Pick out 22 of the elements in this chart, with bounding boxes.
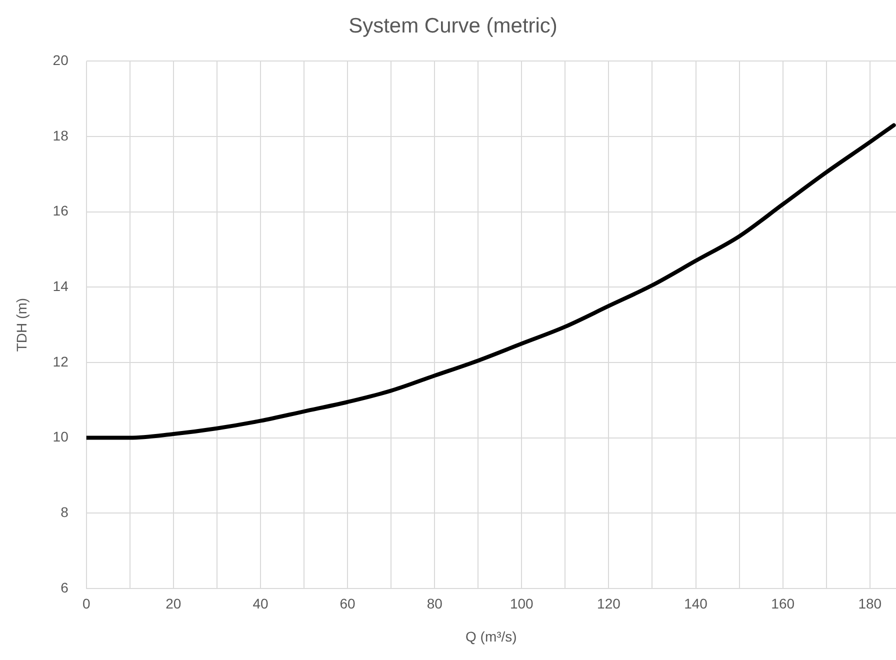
x-tick-label: 120 (597, 596, 621, 612)
x-tick-label: 20 (166, 596, 182, 612)
x-tick-label: 0 (82, 596, 90, 612)
y-tick-label: 10 (52, 428, 69, 445)
y-tick-label: 16 (52, 202, 69, 219)
y-axis-title: TDH (m) (13, 298, 30, 352)
y-tick-label: 8 (60, 504, 69, 520)
y-tick-label: 12 (52, 353, 69, 370)
x-axis-title: Q (m³/s) (466, 628, 517, 644)
x-tick-label: 100 (510, 596, 534, 612)
x-tick-label: 80 (426, 596, 443, 612)
x-tick-label: 140 (684, 596, 708, 612)
x-tick-label: 180 (858, 596, 882, 612)
chart-title: System Curve (metric) (348, 14, 558, 38)
x-tick-label: 60 (340, 596, 356, 612)
y-tick-label: 6 (60, 579, 69, 596)
y-tick-label: 14 (52, 278, 69, 294)
line-series (86, 123, 896, 440)
x-tick-label: 40 (252, 596, 268, 612)
y-tick-label: 20 (52, 52, 69, 68)
x-tick-label: 160 (771, 596, 795, 612)
y-tick-label: 18 (52, 127, 69, 144)
